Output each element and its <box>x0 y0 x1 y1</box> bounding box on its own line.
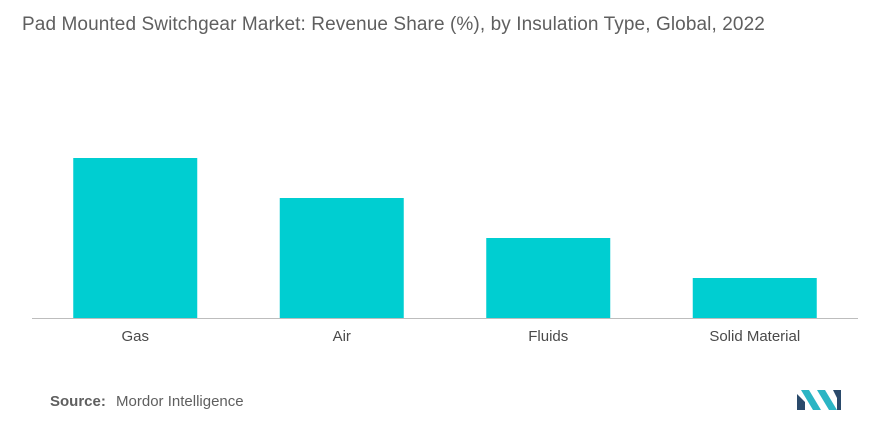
bar-solid-material <box>692 278 817 318</box>
x-tick-label: Fluids <box>528 328 568 345</box>
bars-group <box>73 158 817 318</box>
mordor-intelligence-logo-icon <box>797 390 841 410</box>
x-tick-labels: Gas Air Fluids Solid Material <box>121 328 800 345</box>
x-tick-label: Solid Material <box>709 328 800 345</box>
bar-fluids <box>486 238 611 318</box>
source-note: Source: Mordor Intelligence <box>50 393 244 410</box>
source-label: Source: <box>50 393 106 410</box>
chart-title: Pad Mounted Switchgear Market: Revenue S… <box>22 14 765 35</box>
bar-air <box>279 198 404 318</box>
source-value: Mordor Intelligence <box>116 393 244 410</box>
bar-gas <box>73 158 198 318</box>
x-tick-label: Air <box>333 328 351 345</box>
x-tick-label: Gas <box>121 328 149 345</box>
